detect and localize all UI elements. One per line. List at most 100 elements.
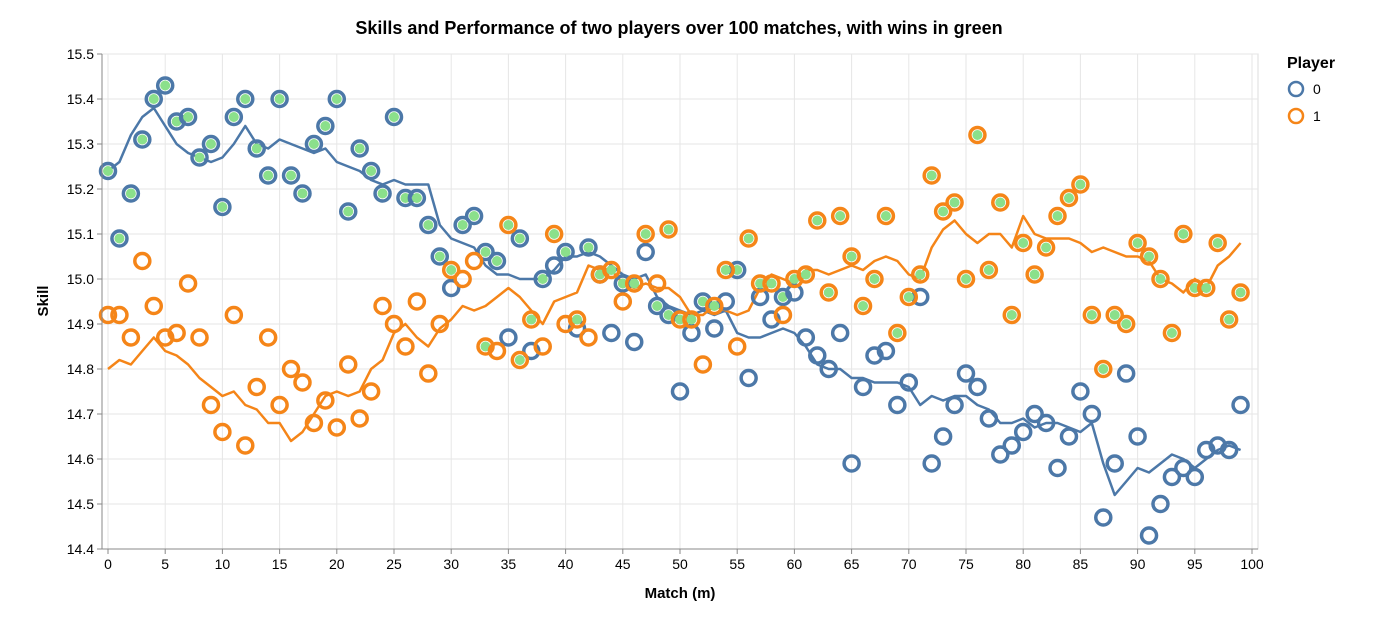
performance-point-player-0 (1116, 364, 1136, 383)
win-marker-player-0 (251, 143, 262, 154)
win-marker-player-1 (1224, 314, 1235, 325)
win-marker-player-1 (766, 278, 777, 289)
win-marker-player-0 (434, 251, 445, 262)
win-marker-player-0 (274, 94, 285, 104)
x-tick-label: 90 (1130, 556, 1146, 572)
win-marker-player-1 (835, 211, 846, 221)
performance-point-player-1 (727, 337, 747, 356)
performance-point-player-1 (396, 337, 415, 356)
win-marker-player-1 (1121, 319, 1132, 329)
performance-point-player-1 (853, 296, 873, 316)
performance-point-player-1 (304, 413, 324, 433)
performance-point-player-0 (258, 166, 278, 185)
performance-point-player-1 (956, 269, 976, 289)
win-marker-player-1 (1075, 179, 1086, 190)
win-marker-player-1 (549, 229, 560, 239)
performance-point-player-0 (133, 130, 152, 149)
y-tick-label: 15.1 (67, 226, 94, 242)
x-tick-label: 80 (1015, 556, 1031, 572)
win-marker-player-0 (617, 278, 628, 289)
performance-point-player-1 (899, 287, 919, 307)
performance-point-player-1 (876, 206, 896, 226)
win-marker-player-1 (526, 314, 537, 325)
win-marker-player-0 (286, 170, 297, 181)
y-tick-label: 14.9 (67, 316, 94, 332)
performance-point-player-0 (830, 323, 850, 343)
performance-point-player-0 (1071, 382, 1090, 401)
win-marker-player-1 (903, 292, 914, 302)
performance-point-player-1 (327, 418, 347, 437)
win-marker-player-0 (137, 134, 148, 145)
performance-point-player-1 (464, 251, 484, 271)
performance-point-player-0 (441, 278, 461, 298)
performance-point-player-1 (133, 251, 152, 271)
y-axis: 14.4 14.5 14.6 14.7 14.8 14.9 15.0 15.1 15.2 15.3… (67, 46, 103, 557)
performance-point-player-1 (968, 125, 987, 145)
win-marker-player-1 (1212, 238, 1223, 248)
performance-point-player-1 (888, 323, 907, 343)
performance-point-player-1 (991, 193, 1010, 212)
performance-point-player-0 (155, 76, 175, 95)
performance-point-player-0 (293, 184, 312, 203)
win-marker-player-0 (480, 247, 491, 257)
performance-point-player-1 (236, 436, 255, 455)
performance-point-player-0 (968, 377, 987, 397)
win-marker-player-0 (732, 265, 743, 275)
win-marker-player-0 (114, 233, 125, 244)
win-marker-player-1 (892, 328, 903, 338)
performance-point-player-0 (1048, 458, 1067, 478)
performance-point-player-1 (98, 305, 118, 325)
performance-point-player-1 (350, 409, 369, 428)
win-marker-player-1 (1041, 242, 1052, 253)
performance-point-player-0 (647, 296, 667, 316)
performance-point-player-1 (522, 310, 541, 329)
performance-point-player-1 (270, 395, 289, 415)
performance-point-player-1 (819, 283, 838, 302)
performance-point-player-0 (979, 409, 999, 428)
win-marker-player-0 (377, 188, 388, 199)
performance-point-player-0 (121, 184, 141, 203)
performance-point-player-1 (384, 314, 404, 334)
win-marker-player-1 (514, 355, 525, 365)
win-marker-player-1 (446, 265, 457, 275)
performance-point-player-1 (842, 247, 861, 266)
win-marker-player-1 (915, 269, 926, 280)
performance-point-player-0 (1219, 440, 1239, 460)
performance-point-player-1 (624, 274, 644, 293)
win-marker-player-1 (880, 211, 891, 221)
performance-point-player-1 (739, 229, 758, 248)
performance-points (98, 76, 1250, 545)
performance-point-player-1 (945, 193, 964, 212)
performance-point-player-1 (224, 305, 244, 325)
performance-point-player-0 (510, 229, 530, 248)
performance-point-player-0 (888, 395, 907, 415)
performance-point-player-1 (1002, 305, 1022, 325)
performance-point-player-0 (739, 368, 758, 388)
win-marker-player-1 (686, 314, 697, 325)
win-marker-player-0 (652, 301, 663, 311)
performance-point-player-1 (419, 364, 438, 383)
legend-symbol-player-1 (1287, 107, 1305, 125)
performance-point-player-1 (933, 202, 953, 221)
x-tick-label: 20 (329, 556, 345, 572)
performance-point-player-1 (293, 373, 312, 392)
win-marker-player-0 (423, 220, 434, 230)
performance-point-player-0 (419, 215, 438, 235)
win-marker-player-0 (320, 121, 331, 131)
performance-point-player-1 (636, 224, 655, 244)
win-marker-player-1 (640, 229, 651, 239)
performance-point-player-0 (670, 382, 690, 401)
performance-point-player-0 (602, 323, 621, 343)
performance-point-player-1 (453, 269, 472, 289)
win-marker-player-1 (938, 206, 949, 217)
performance-point-player-1 (1105, 305, 1124, 325)
y-tick-label: 15.2 (67, 181, 94, 197)
performance-point-player-0 (579, 238, 598, 257)
win-marker-player-1 (926, 170, 937, 181)
performance-point-player-0 (933, 427, 953, 446)
performance-point-player-0 (899, 373, 919, 392)
legend-label-player-1: 1 (1313, 108, 1321, 124)
win-marker-player-1 (1166, 328, 1177, 338)
performance-point-player-0 (110, 229, 129, 248)
